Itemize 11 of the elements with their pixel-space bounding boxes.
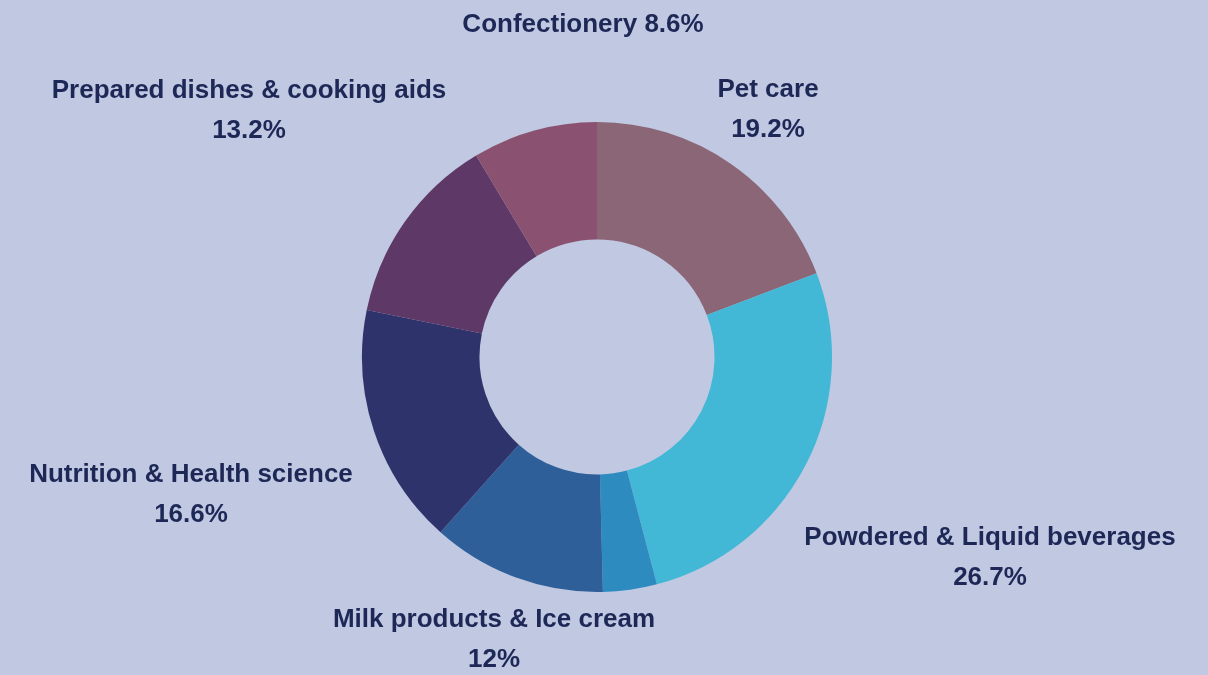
data-label: 26.7%	[953, 561, 1027, 592]
data-label: 12%	[467, 643, 521, 674]
slice-label: Confectionery 8.6%	[462, 8, 704, 39]
slice-label: Pet care	[717, 73, 819, 104]
data-label: 16.6%	[154, 498, 228, 529]
slice-label: Milk products & Ice cream	[332, 603, 656, 634]
slice-label: Prepared dishes & cooking aids	[51, 74, 447, 105]
data-label: 19.2%	[731, 113, 805, 144]
slice-label: Nutrition & Health science	[29, 458, 353, 489]
data-label: 13.2%	[212, 114, 286, 145]
slice-label: Powdered & Liquid beverages	[804, 521, 1176, 552]
